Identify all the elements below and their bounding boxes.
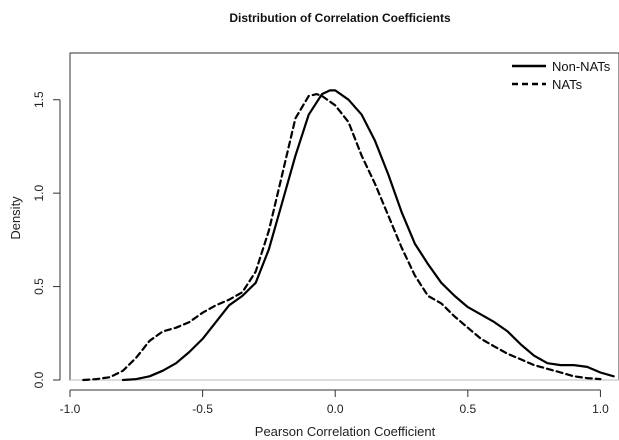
- x-tick-label: 1.0: [592, 402, 609, 416]
- legend-label-nats: NATs: [552, 77, 583, 92]
- legend-label-non-nats: Non-NATs: [552, 59, 611, 74]
- x-tick-label: 0.0: [327, 402, 344, 416]
- x-tick-label: -1.0: [60, 402, 81, 416]
- chart-title: Distribution of Correlation Coefficients: [229, 11, 451, 25]
- legend: Non-NATs NATs: [512, 59, 611, 92]
- x-axis: -1.0 -0.5 0.0 0.5 1.0: [60, 389, 609, 416]
- y-tick-label: 1.5: [32, 91, 46, 108]
- series-line-nats: [82, 93, 602, 382]
- series-lines: [82, 89, 615, 382]
- y-tick-label: 0.0: [32, 371, 46, 388]
- x-tick-label: 0.5: [459, 402, 476, 416]
- y-tick-label: 0.5: [32, 278, 46, 295]
- series-line-non-nats: [121, 89, 615, 382]
- y-axis: 0.0 0.5 1.0 1.5: [32, 91, 61, 388]
- x-axis-label: Pearson Correlation Coefficient: [255, 424, 436, 439]
- x-tick-label: -0.5: [192, 402, 213, 416]
- plot-frame: [69, 52, 619, 381]
- y-tick-label: 1.0: [32, 184, 46, 201]
- y-axis-label: Density: [8, 196, 23, 240]
